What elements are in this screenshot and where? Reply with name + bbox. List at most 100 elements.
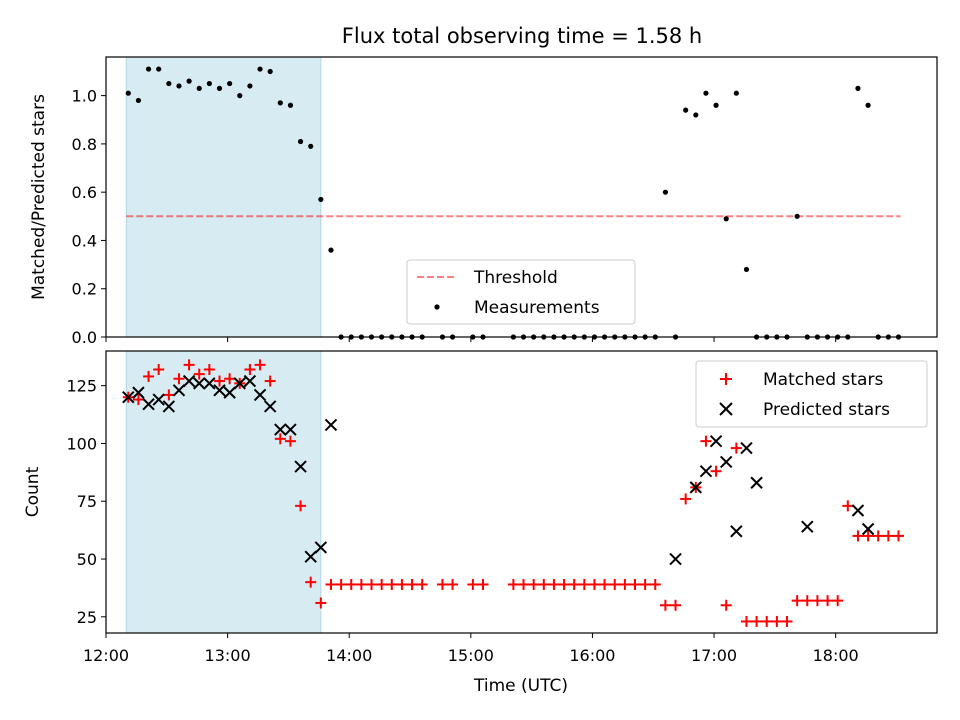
measurement-point	[176, 83, 182, 89]
matched-star-marker	[700, 435, 712, 447]
measurement-point	[723, 216, 729, 222]
matched-star-marker	[376, 578, 388, 590]
ratio-y-tick-label: 0.8	[72, 135, 97, 154]
measurement-point	[662, 189, 669, 195]
matched-star-marker	[447, 578, 459, 590]
predicted-star-marker	[172, 384, 186, 397]
matched-star-marker	[325, 578, 337, 590]
count-legend-box	[695, 360, 928, 428]
predicted-star-marker	[851, 504, 865, 517]
matched-star-marker	[710, 465, 722, 477]
measurement-point	[683, 107, 689, 113]
count-legend: Matched stars Predicted stars	[695, 360, 928, 428]
measurement-point	[713, 102, 719, 108]
matched-star-marker	[467, 578, 479, 590]
matched-star-marker	[244, 363, 256, 375]
matched-star-marker	[781, 615, 793, 627]
matched-star-marker	[558, 578, 570, 590]
ratio-y-tick-label: 1.0	[72, 87, 97, 106]
measurement-point	[703, 90, 709, 96]
measurement-point	[206, 80, 212, 87]
predicted-star-marker	[182, 374, 196, 388]
measurement-point	[855, 85, 861, 91]
matched-star-marker	[649, 578, 661, 590]
matched-star-marker	[163, 389, 175, 401]
matched-star-marker	[416, 578, 428, 590]
predicted-star-marker	[801, 520, 814, 533]
count-y-tick-label: 25	[77, 608, 97, 627]
measurement-point	[145, 66, 152, 72]
predicted-star-marker	[709, 434, 723, 448]
matched-star-marker	[274, 433, 286, 445]
predicted-star-marker	[223, 386, 236, 399]
ratio-x-ticks	[105, 337, 837, 342]
ratio-y-axis-label: Matched/Predicted stars	[29, 94, 49, 300]
predicted-star-marker	[162, 400, 176, 413]
matched-star-marker	[882, 530, 894, 542]
ratio-panel: 0.0 0.2 0.4 0.6 0.8 1.0 Matched/Predicted sta…	[29, 56, 938, 347]
predicted-stars-series	[122, 374, 875, 566]
observing-time-shade-count	[125, 350, 322, 634]
matched-star-marker	[720, 599, 732, 611]
ratio-legend: Threshold Measurements	[406, 259, 636, 325]
matched-star-marker	[203, 363, 215, 375]
predicted-star-marker	[750, 476, 763, 489]
matched-star-marker	[639, 578, 651, 590]
measurement-point	[166, 80, 172, 87]
matched-star-marker	[822, 595, 834, 607]
ratio-plot-frame	[105, 56, 938, 338]
measurement-point	[794, 213, 800, 219]
count-x-tick-label: 12:00	[83, 646, 129, 665]
measurement-point	[318, 196, 324, 203]
matched-star-marker	[264, 375, 276, 387]
count-x-tick-label: 17:00	[691, 646, 737, 665]
matched-star-marker	[730, 442, 742, 454]
matched-star-marker	[143, 370, 155, 382]
predicted-star-marker	[304, 550, 317, 563]
count-x-tick-label: 16:00	[569, 646, 615, 665]
matched-star-marker	[801, 595, 813, 607]
matched-star-marker	[578, 578, 590, 590]
measurement-point	[865, 102, 871, 108]
measurement-point	[308, 143, 314, 149]
measurement-point	[216, 85, 223, 91]
matched-star-marker	[214, 375, 226, 387]
predicted-star-marker	[193, 377, 206, 390]
measurement-point	[125, 90, 131, 96]
predicted-star-marker	[314, 541, 328, 554]
measurement-point	[297, 138, 304, 145]
matched-star-marker	[670, 599, 682, 611]
matched-star-marker	[406, 578, 418, 590]
matched-star-marker	[345, 578, 357, 590]
matched-star-marker	[193, 368, 205, 380]
measurement-point	[733, 90, 739, 96]
matched-star-marker	[396, 578, 408, 590]
matched-star-marker	[832, 595, 844, 607]
matched-star-marker	[528, 578, 540, 590]
predicted-star-marker	[243, 374, 257, 388]
matched-star-marker	[740, 615, 752, 627]
measurement-point	[277, 100, 283, 106]
count-x-tick-label: 13:00	[205, 646, 251, 665]
predicted-star-marker	[142, 397, 155, 411]
matched-star-marker	[335, 578, 347, 590]
count-x-axis: 12:00 13:00 14:00 15:00 16:00 17:00 18:00	[83, 633, 859, 665]
chart-title: Flux total observing time = 1.58 h	[342, 24, 702, 48]
matched-star-marker	[842, 500, 854, 512]
count-y-tick-label: 125	[66, 377, 97, 396]
matched-star-marker	[659, 599, 671, 611]
predicted-star-marker	[152, 393, 165, 406]
predicted-star-marker	[274, 423, 287, 436]
count-y-axis-label: Count	[23, 466, 43, 517]
ratio-y-tick-label: 0.2	[72, 280, 97, 299]
count-x-tick-label: 15:00	[448, 646, 494, 665]
matched-star-marker	[366, 578, 378, 590]
matched-star-marker	[538, 578, 550, 590]
measurements-legend-swatch	[434, 304, 440, 310]
measurement-point	[237, 93, 243, 99]
count-plot-frame	[105, 350, 938, 634]
matched-star-marker	[477, 578, 489, 590]
count-x-tick-label: 18:00	[813, 646, 859, 665]
predicted-star-marker	[699, 464, 713, 478]
matched-star-marker	[568, 578, 580, 590]
